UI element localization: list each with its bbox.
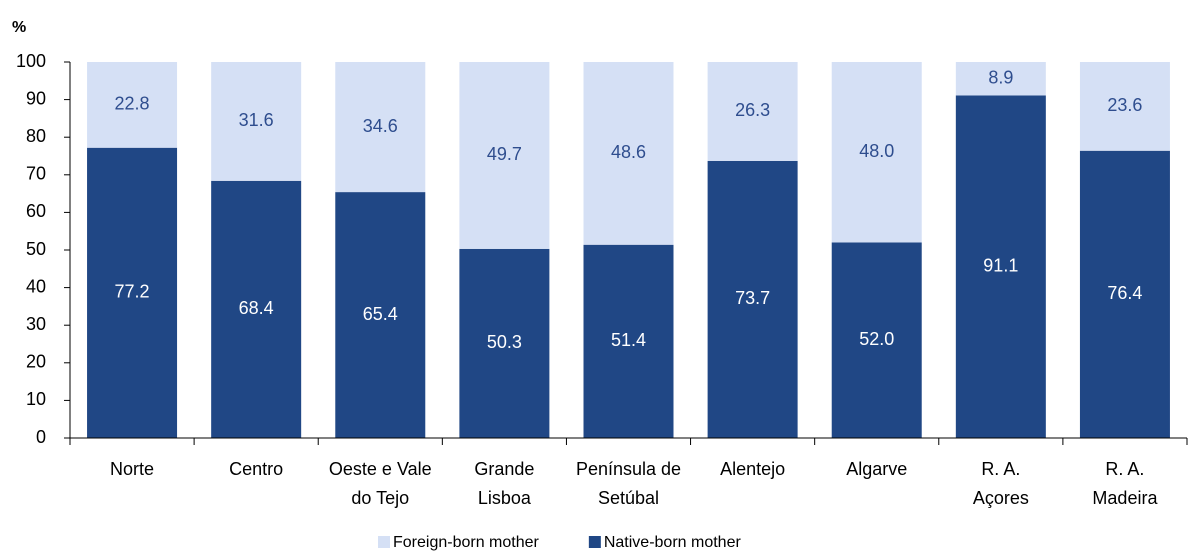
bar-segment <box>1079 62 1170 151</box>
x-tick-label: Grande Lisboa <box>474 459 534 508</box>
legend-swatch <box>378 536 390 548</box>
bar-segment <box>459 248 550 438</box>
value-label: 48.0 <box>859 141 894 161</box>
value-label: 52.0 <box>859 329 894 349</box>
bar-segment <box>955 95 1046 439</box>
bar-segment <box>583 62 674 245</box>
x-tick-label: R. A. Açores <box>973 459 1029 508</box>
bar-segment <box>1079 150 1170 438</box>
x-tick-label: Oeste e Vale do Tejo <box>329 459 432 508</box>
bar-segment <box>335 62 426 193</box>
value-label: 51.4 <box>611 330 646 350</box>
y-tick-label: 100 <box>16 51 46 71</box>
value-label: 22.8 <box>115 94 150 114</box>
y-tick-label: 90 <box>26 88 46 108</box>
legend-label: Native-born mother <box>604 534 742 551</box>
value-label: 68.4 <box>239 298 274 318</box>
y-tick-label: 20 <box>26 352 46 372</box>
value-label: 76.4 <box>1107 283 1142 303</box>
legend-label: Foreign-born mother <box>393 534 540 551</box>
value-label: 8.9 <box>988 67 1013 87</box>
value-label: 91.1 <box>983 255 1018 275</box>
x-tick-label: R. A. Madeira <box>1092 459 1158 508</box>
x-tick-label: Alentejo <box>720 459 785 479</box>
bar-segment <box>211 62 302 181</box>
bar-segment <box>707 160 798 438</box>
value-label: 50.3 <box>487 332 522 352</box>
x-tick-label: Algarve <box>846 459 907 479</box>
y-tick-label: 0 <box>36 427 46 447</box>
bar-segment <box>831 242 922 438</box>
y-tick-label: 10 <box>26 389 46 409</box>
x-tick-label: Península de Setúbal <box>576 459 681 508</box>
bar-segment <box>831 62 922 243</box>
bar-segment <box>707 62 798 161</box>
value-label: 48.6 <box>611 142 646 162</box>
value-label: 26.3 <box>735 100 770 120</box>
bar-segment <box>87 147 178 438</box>
y-tick-label: 70 <box>26 164 46 184</box>
legend-swatch <box>588 536 601 548</box>
y-tick-label: 80 <box>26 126 46 146</box>
y-tick-label: 50 <box>26 239 46 259</box>
bar-segment <box>955 62 1046 96</box>
y-axis-label: % <box>12 19 26 36</box>
y-tick-label: 40 <box>26 276 46 296</box>
value-label: 73.7 <box>735 288 770 308</box>
y-tick-label: 60 <box>26 201 46 221</box>
value-label: 34.6 <box>363 116 398 136</box>
bar-segment <box>583 244 674 438</box>
value-label: 49.7 <box>487 144 522 164</box>
bar-segment <box>87 62 178 148</box>
value-label: 65.4 <box>363 304 398 324</box>
value-label: 77.2 <box>115 282 150 302</box>
y-tick-label: 30 <box>26 314 46 334</box>
x-tick-label: Centro <box>229 459 283 479</box>
value-label: 23.6 <box>1107 95 1142 115</box>
bar-segment <box>335 192 426 438</box>
x-tick-label: Norte <box>110 459 154 479</box>
bar-segment <box>211 180 302 439</box>
bar-segment <box>459 62 550 249</box>
value-label: 31.6 <box>239 110 274 130</box>
